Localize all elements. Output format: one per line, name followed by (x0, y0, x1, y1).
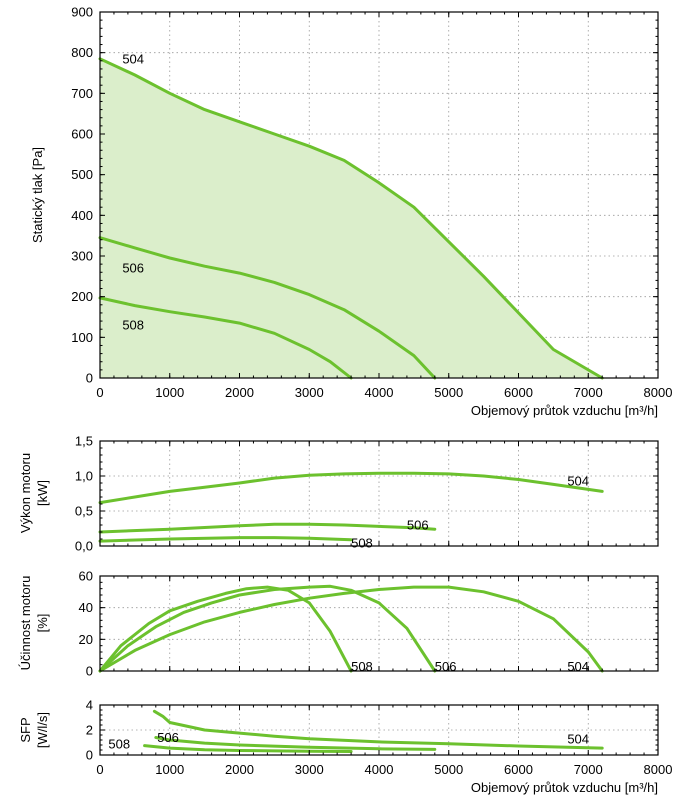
x-tick-label: 6000 (504, 762, 533, 777)
x-tick-label: 7000 (574, 762, 603, 777)
series-508-line (98, 585, 353, 673)
series-508-line (98, 536, 353, 543)
y-tick-label: 800 (71, 45, 93, 60)
power-chart: 0,0 0,5 1,0 1,5 Výkon motoru [kW] 504 506 508 (18, 434, 659, 554)
series-506-line (154, 736, 437, 751)
y-axis-title: Účinnost motoru [%] (18, 576, 50, 671)
x-tick-label: 2000 (225, 385, 254, 400)
y-tick-label: 2 (86, 723, 93, 738)
series-506-label: 506 (435, 659, 457, 674)
series-506-line (98, 236, 437, 380)
x-tick-label: 4000 (365, 762, 394, 777)
series-506-label: 506 (407, 518, 429, 533)
series-504-label: 504 (567, 659, 589, 674)
y-tick-label: 40 (79, 600, 93, 615)
y-tick-label: 0 (86, 371, 93, 386)
series-508-line (98, 296, 353, 380)
y-tick-label: 0,0 (75, 539, 93, 554)
series-506-label: 506 (122, 261, 144, 276)
y-tick-label: 700 (71, 86, 93, 101)
y-tick-label: 60 (79, 569, 93, 584)
y-tick-label: 4 (86, 698, 93, 713)
y-tick-label: 0 (86, 664, 93, 679)
y-tick-label: 1,5 (75, 434, 93, 449)
series-506-label: 506 (157, 730, 179, 745)
y-tick-label: 400 (71, 208, 93, 223)
series-504-line (152, 709, 604, 750)
x-tick-label: 1000 (155, 762, 184, 777)
series-504-label: 504 (567, 731, 589, 746)
y-tick-label: 300 (71, 249, 93, 264)
series-508-label: 508 (351, 659, 373, 674)
y-tick-label: 0 (86, 748, 93, 763)
series-504-label: 504 (567, 473, 589, 488)
y-tick-label: 500 (71, 167, 93, 182)
x-tick-label: 2000 (225, 762, 254, 777)
series-504-line (98, 585, 604, 673)
x-tick-label: 8000 (644, 385, 673, 400)
y-tick-label: 200 (71, 289, 93, 304)
x-axis-title: Objemový průtok vzduchu [m³/h] (471, 403, 658, 418)
y-tick-label: 0,5 (75, 504, 93, 519)
y-tick-label: 600 (71, 127, 93, 142)
series-508-label: 508 (108, 736, 130, 751)
plot-frame (99, 440, 659, 547)
series-506-line (98, 522, 437, 534)
x-tick-label: 6000 (504, 385, 533, 400)
y-axis-title: SFP [W/l/s] (18, 712, 50, 748)
y-tick-label: 900 (71, 5, 93, 20)
y-axis-title: Výkon motoru [kW] (18, 453, 50, 533)
series-504-line (98, 57, 604, 380)
series-508-label: 508 (122, 318, 144, 333)
series-504-line (98, 471, 604, 505)
series-504-label: 504 (122, 51, 144, 66)
y-tick-label: 1,0 (75, 469, 93, 484)
x-tick-label: 5000 (434, 762, 463, 777)
x-tick-label: 3000 (295, 385, 324, 400)
series-508-label: 508 (351, 536, 373, 551)
pressure-chart: 0 100 200 300 400 500 600 700 800 900 0 1000 2000 300… (30, 5, 672, 419)
x-tick-label: 3000 (295, 762, 324, 777)
y-tick-label: 20 (79, 632, 93, 647)
series-506-line (98, 584, 437, 673)
x-axis-title: Objemový průtok vzduchu [m³/h] (471, 780, 658, 795)
x-tick-label: 8000 (644, 762, 673, 777)
x-tick-label: 0 (96, 762, 103, 777)
series-508-line (143, 744, 353, 753)
operating-area (100, 58, 603, 379)
x-tick-label: 1000 (155, 385, 184, 400)
x-tick-label: 4000 (365, 385, 394, 400)
sfp-chart: 0 2 4 0 1000 2000 3000 4000 5000 6000 7000 8000 Obje… (18, 698, 672, 796)
x-tick-label: 7000 (574, 385, 603, 400)
x-tick-label: 5000 (434, 385, 463, 400)
y-axis-title: Statický tlak [Pa] (30, 147, 45, 243)
efficiency-chart: 0 20 40 60 Účinnost motoru [%] 504 506 508 (18, 569, 659, 679)
y-tick-label: 100 (71, 330, 93, 345)
x-tick-label: 0 (96, 385, 103, 400)
